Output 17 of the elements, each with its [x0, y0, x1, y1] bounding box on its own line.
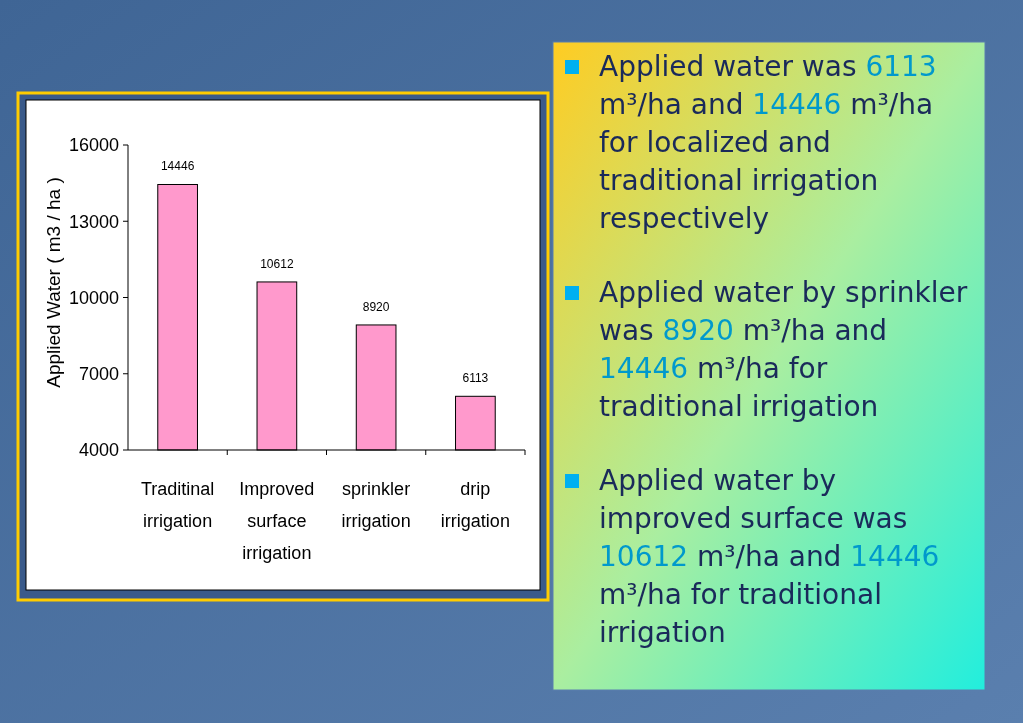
y-tick-label: 4000 — [78, 440, 119, 461]
data-label: 10612 — [260, 256, 294, 271]
data-label: 14446 — [160, 159, 195, 174]
y-tick-label: 10000 — [68, 287, 119, 308]
data-label: 8920 — [362, 299, 390, 314]
y-tick-label: 13000 — [68, 211, 119, 232]
x-tick-label: sprinkler irrigation — [341, 479, 411, 531]
x-tick-label: drip irrigation — [440, 479, 510, 531]
text: Applied water was 6113 m³/ha and 14446 m³/ha for localized and traditional irrigation respectively — [599, 50, 937, 235]
data-label: 6113 — [462, 371, 489, 386]
text: Applied water by improved surface was 10612 m³/ha and 14446 m³/ha for traditional irrigation — [599, 464, 940, 649]
x-tick-label: Improved surface irrigation — [239, 479, 315, 563]
text: Applied water by sprinkler was 8920 m³/ha and 14446 m³/ha for traditional irrigation — [599, 276, 968, 423]
y-axis-title: Applied Water ( m3 / ha ) — [43, 177, 64, 388]
y-tick-label: 7000 — [78, 364, 119, 385]
y-tick-label: 16000 — [68, 135, 119, 156]
x-tick-label: Traditinal irrigation — [140, 479, 215, 531]
